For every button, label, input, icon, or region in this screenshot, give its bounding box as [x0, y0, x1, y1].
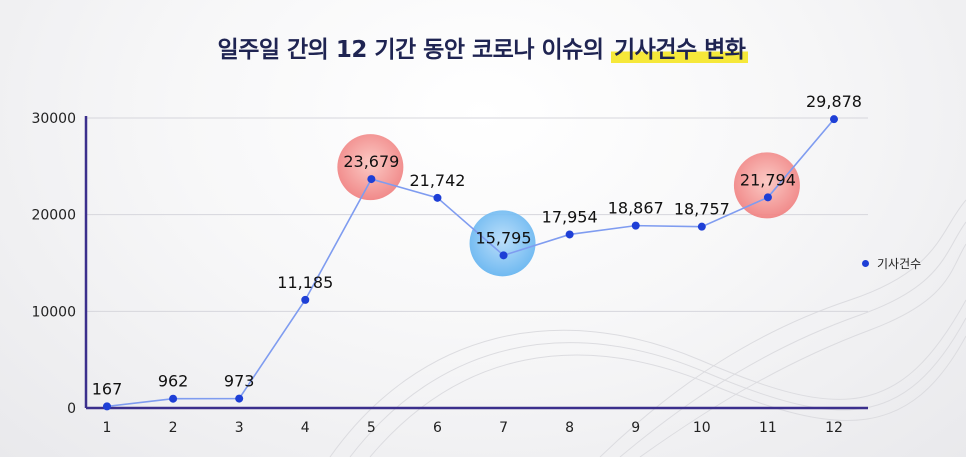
legend-marker: [862, 260, 869, 267]
data-point: [301, 295, 310, 304]
x-tick-label: 12: [825, 420, 843, 436]
highlight-bubble-blue: [469, 210, 536, 277]
data-label: 18,757: [674, 200, 730, 219]
x-tick-label: 1: [103, 420, 112, 436]
highlight-bubble-red: [733, 152, 800, 219]
data-label: 167: [92, 379, 123, 398]
data-point: [169, 394, 178, 403]
data-label: 15,795: [476, 228, 532, 247]
data-label: 973: [224, 372, 255, 391]
title-highlight: 기사건수 변화: [611, 37, 749, 63]
x-tick-label: 3: [235, 420, 244, 436]
y-tick-label: 30000: [31, 111, 76, 127]
legend-label: 기사건수: [877, 257, 922, 271]
data-label: 23,679: [343, 152, 399, 171]
y-tick-label: 10000: [31, 304, 76, 320]
data-label: 21,742: [409, 171, 465, 190]
x-tick-label: 7: [499, 420, 508, 436]
x-tick-label: 2: [169, 420, 178, 436]
x-tick-label: 10: [693, 420, 711, 436]
data-point: [697, 222, 706, 231]
data-label: 962: [158, 372, 189, 391]
data-point: [367, 175, 376, 184]
series-line: [106, 118, 835, 408]
x-tick-label: 6: [433, 420, 442, 436]
data-point: [235, 394, 244, 403]
data-label: 29,878: [806, 92, 862, 111]
data-label: 21,794: [740, 170, 796, 189]
data-label: 11,185: [277, 273, 333, 292]
x-tick-label: 11: [759, 420, 777, 436]
data-point: [565, 230, 574, 239]
data-label: 18,867: [608, 199, 664, 218]
data-point: [103, 402, 111, 411]
data-point: [631, 221, 640, 230]
data-label: 17,954: [542, 207, 598, 226]
y-tick-label: 20000: [31, 208, 76, 224]
chart-legend: 기사건수: [862, 255, 921, 272]
title-main: 일주일 간의 12 기간 동안 코로나 이슈의: [217, 37, 611, 63]
x-tick-label: 5: [367, 420, 376, 436]
y-tick-label: 0: [67, 401, 76, 417]
page-title: 일주일 간의 12 기간 동안 코로나 이슈의 기사건수 변화: [0, 30, 966, 64]
data-point: [830, 115, 838, 124]
data-point: [433, 193, 442, 202]
x-tick-label: 8: [565, 420, 574, 436]
x-tick-label: 4: [301, 420, 310, 436]
data-point: [763, 193, 772, 202]
data-point: [499, 251, 508, 260]
x-tick-label: 9: [631, 420, 640, 436]
